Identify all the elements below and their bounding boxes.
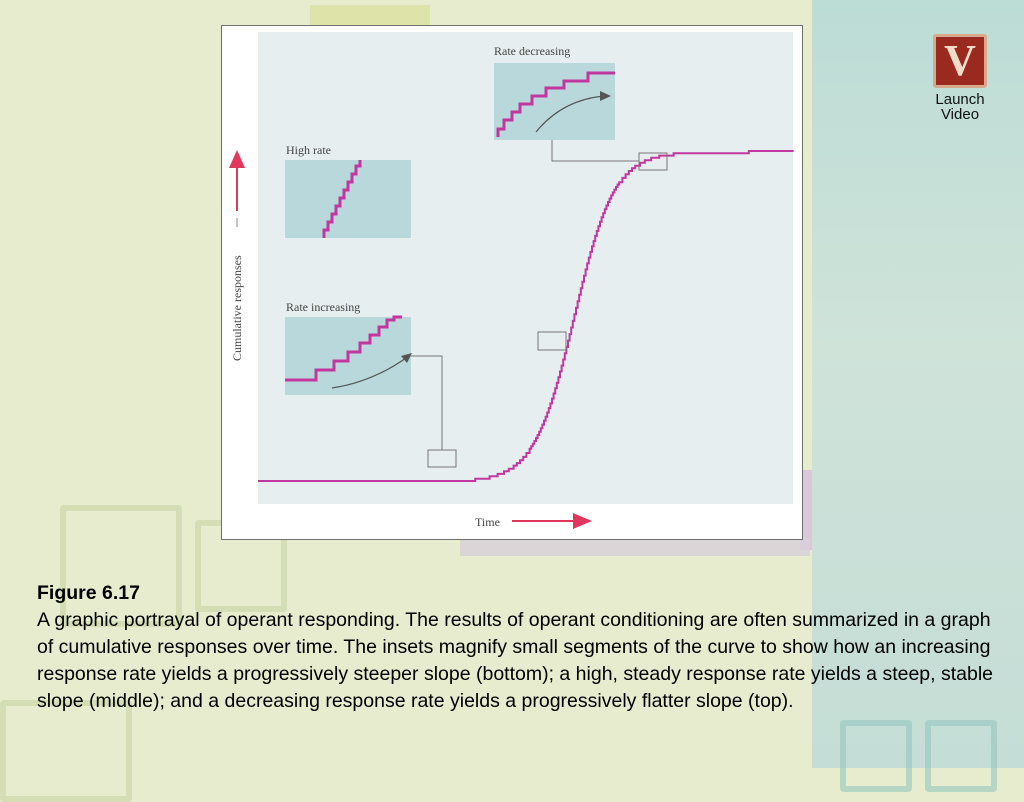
inset-high-rate-curve (322, 160, 362, 238)
background-deco-square (840, 720, 912, 792)
x-axis-label: Time (475, 515, 500, 529)
connector-line-increasing (410, 355, 443, 450)
inset-rate-increasing-curve (285, 315, 402, 382)
background-right-panel (812, 0, 1024, 768)
cumulative-response-curve (258, 150, 794, 482)
inset-high-rate (285, 160, 411, 238)
x-axis-arrowhead (573, 513, 592, 529)
cumulative-record-diagram: High rate Rate increasing Rate decreasin… (229, 32, 794, 529)
inset-label-rate-decreasing: Rate decreasing (494, 44, 570, 58)
inset-rate-decreasing (494, 63, 615, 140)
caption-text: A graphic portrayal of operant respondin… (37, 609, 994, 712)
launch-video-label: Launch Video (928, 92, 992, 122)
background-block-lower (460, 538, 810, 556)
inset-rate-increasing-arrow (331, 357, 407, 389)
y-axis-label: Cumulative responses (230, 255, 244, 361)
background-deco-square (925, 720, 997, 792)
inset-arrowhead (600, 91, 611, 101)
figure-caption: Figure 6.17 A graphic portrayal of opera… (37, 580, 997, 715)
y-axis-arrowhead (229, 150, 245, 168)
figure-title: Figure 6.17 (37, 582, 140, 604)
inset-rate-decreasing-curve (496, 71, 615, 137)
video-icon: V (933, 34, 987, 88)
background-deco-square (60, 505, 182, 627)
inset-rate-decreasing-arrow (535, 95, 605, 133)
connector-line-decreasing (551, 140, 639, 162)
launch-label-line1: Launch (935, 91, 985, 108)
figure-panel: High rate Rate increasing Rate decreasin… (221, 25, 803, 540)
launch-label-line2: Video (940, 106, 980, 123)
inset-arrowhead (401, 353, 412, 363)
video-icon-letter: V (944, 36, 976, 85)
inset-label-rate-increasing: Rate increasing (286, 300, 360, 314)
curve-zoom-box-high (537, 331, 567, 351)
inset-label-high-rate: High rate (286, 143, 331, 157)
background-deco-square (0, 700, 132, 802)
launch-video-button[interactable]: V Launch Video (928, 34, 992, 122)
